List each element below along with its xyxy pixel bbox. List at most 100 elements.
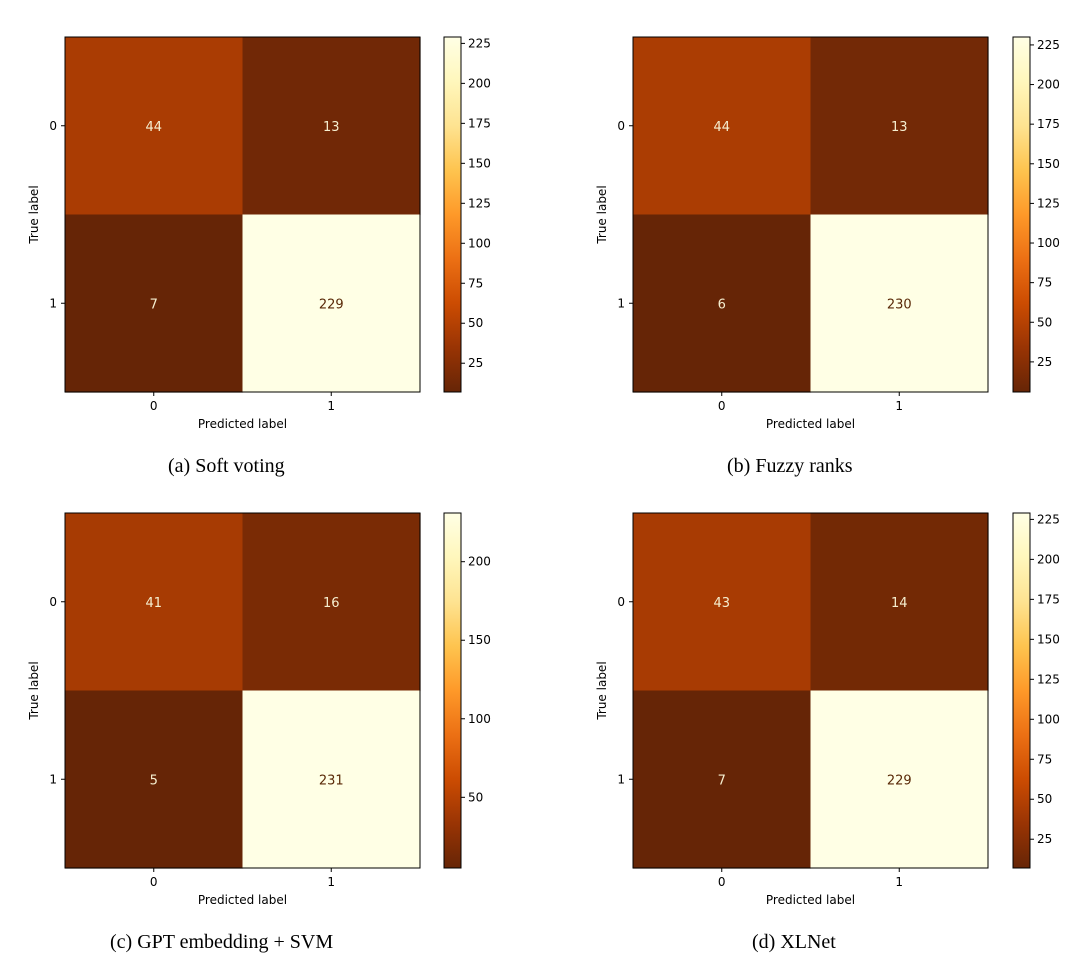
cell-value: 230: [887, 297, 912, 312]
matrix-cell: [65, 37, 244, 216]
cell-value: 13: [891, 120, 908, 135]
colorbar-tick-label: 75: [1037, 276, 1052, 290]
colorbar-tick-label: 200: [468, 76, 491, 90]
matrix-cell: [242, 690, 421, 869]
colorbar-tick-label: 50: [1037, 315, 1052, 329]
x-tick-label: 1: [327, 875, 335, 889]
y-tick-label: 0: [49, 595, 57, 609]
cell-value: 6: [718, 297, 726, 312]
caption-b: (b) Fuzzy ranks: [727, 455, 853, 477]
colorbar-tick-label: 175: [1037, 117, 1060, 131]
cell-value: 44: [713, 120, 730, 135]
x-tick-label: 1: [327, 399, 335, 413]
cell-value: 13: [323, 120, 340, 135]
colorbar-tick-label: 50: [1037, 792, 1052, 806]
cell-value: 7: [150, 297, 158, 312]
plot-frame: [632, 512, 989, 869]
x-axis-label: Predicted label: [198, 417, 287, 431]
colorbar-tick-label: 100: [468, 712, 491, 726]
y-tick-label: 1: [49, 296, 57, 310]
matrix-cell: [242, 37, 421, 216]
y-tick-label: 0: [49, 119, 57, 133]
colorbar-tick-label: 25: [468, 356, 483, 370]
colorbar-tick-label: 25: [1037, 832, 1052, 846]
matrix-cell: [633, 690, 812, 869]
matrix-cell: [633, 214, 812, 393]
y-tick-label: 0: [617, 119, 625, 133]
colorbar-tick-label: 175: [468, 116, 491, 130]
colorbar-tick-label: 225: [1037, 38, 1060, 52]
caption-c: (c) GPT embedding + SVM: [110, 931, 334, 953]
x-tick-label: 0: [718, 875, 726, 889]
cell-value: 44: [145, 120, 162, 135]
y-axis-label: True label: [595, 185, 609, 244]
colorbar-tick-label: 75: [1037, 752, 1052, 766]
x-tick-label: 0: [150, 399, 158, 413]
colorbar-tick-label: 150: [1037, 157, 1060, 171]
matrix-cell: [633, 37, 812, 216]
colorbar-tick-label: 50: [468, 316, 483, 330]
colorbar-tick-label: 150: [1037, 632, 1060, 646]
matrix-cell: [242, 214, 421, 393]
y-tick-label: 0: [617, 595, 625, 609]
cell-value: 231: [319, 773, 344, 788]
colorbar-tick-label: 150: [468, 633, 491, 647]
x-tick-label: 0: [718, 399, 726, 413]
y-axis-label: True label: [27, 661, 41, 720]
colorbar-tick-label: 100: [1037, 712, 1060, 726]
cell-value: 14: [891, 596, 908, 611]
plot-frame: [632, 36, 989, 393]
colorbar: [443, 36, 462, 393]
y-axis-label: True label: [27, 185, 41, 244]
x-tick-label: 0: [150, 875, 158, 889]
colorbar: [443, 512, 462, 869]
matrix-cell: [810, 513, 989, 692]
colorbar-tick-label: 75: [468, 276, 483, 290]
cell-value: 5: [150, 773, 158, 788]
colorbar: [1012, 36, 1031, 393]
cell-value: 7: [718, 773, 726, 788]
caption-a: (a) Soft voting: [168, 455, 285, 477]
plot-frame: [64, 36, 421, 393]
x-axis-label: Predicted label: [766, 417, 855, 431]
matrix-cell: [65, 690, 244, 869]
caption-d: (d) XLNet: [752, 931, 836, 953]
y-tick-label: 1: [49, 772, 57, 786]
x-tick-label: 1: [895, 399, 903, 413]
colorbar-tick-label: 225: [1037, 512, 1060, 526]
colorbar-tick-label: 225: [468, 36, 491, 50]
cell-value: 229: [887, 773, 912, 788]
cell-value: 43: [713, 596, 730, 611]
y-tick-label: 1: [617, 296, 625, 310]
colorbar-tick-label: 200: [1037, 552, 1060, 566]
colorbar-tick-label: 100: [1037, 236, 1060, 250]
y-axis-label: True label: [595, 661, 609, 720]
plot-frame: [64, 512, 421, 869]
colorbar: [1012, 512, 1031, 869]
cell-value: 41: [145, 596, 162, 611]
colorbar-tick-label: 175: [1037, 592, 1060, 606]
colorbar-tick-label: 125: [468, 196, 491, 210]
matrix-cell: [242, 513, 421, 692]
cell-value: 16: [323, 596, 340, 611]
matrix-cell: [810, 37, 989, 216]
cell-value: 229: [319, 297, 344, 312]
colorbar-tick-label: 150: [468, 156, 491, 170]
x-tick-label: 1: [895, 875, 903, 889]
colorbar-tick-label: 200: [1037, 78, 1060, 92]
matrix-cell: [810, 214, 989, 393]
matrix-cell: [65, 214, 244, 393]
colorbar-tick-label: 125: [1037, 672, 1060, 686]
x-axis-label: Predicted label: [198, 893, 287, 907]
matrix-cell: [810, 690, 989, 869]
x-axis-label: Predicted label: [766, 893, 855, 907]
colorbar-tick-label: 100: [468, 236, 491, 250]
colorbar-tick-label: 50: [468, 790, 483, 804]
colorbar-tick-label: 125: [1037, 196, 1060, 210]
matrix-cell: [65, 513, 244, 692]
colorbar-tick-label: 25: [1037, 355, 1052, 369]
y-tick-label: 1: [617, 772, 625, 786]
matrix-cell: [633, 513, 812, 692]
colorbar-tick-label: 200: [468, 555, 491, 569]
